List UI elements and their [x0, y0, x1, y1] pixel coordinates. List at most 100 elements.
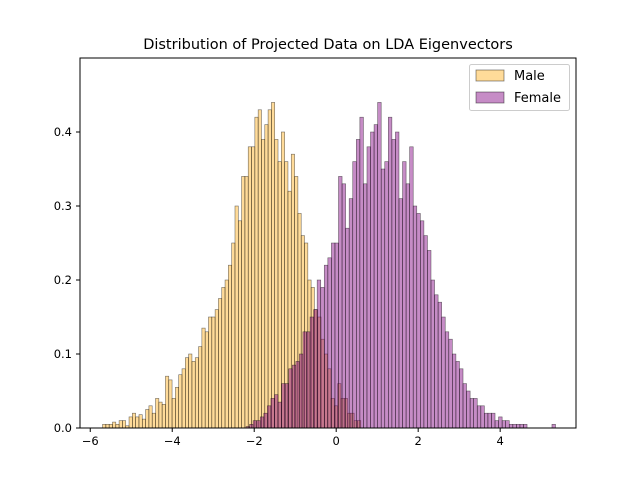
bar-female [338, 176, 343, 429]
bar-male [218, 298, 223, 429]
x-tick-label: 2 [415, 434, 422, 448]
bar-female [434, 294, 439, 429]
bar-male [224, 279, 229, 429]
bar-female [402, 161, 407, 429]
bar-female [363, 183, 368, 429]
bar-male [251, 146, 256, 429]
bar-male [115, 423, 120, 429]
bar-female [416, 213, 421, 429]
bar-female [323, 264, 329, 429]
bar-female [508, 423, 514, 429]
bar-female [291, 364, 297, 429]
bar-female [452, 353, 457, 429]
bar-female [519, 423, 524, 429]
bar-male [175, 386, 179, 429]
legend-label-male: Male [514, 69, 545, 84]
bar-female [487, 412, 492, 429]
bar-male [188, 353, 193, 429]
bar-female [284, 383, 290, 429]
bar-female [388, 116, 393, 429]
y-tick-label: 0.1 [54, 347, 72, 361]
bar-female [551, 423, 556, 429]
bar-male [244, 176, 249, 429]
bar-male [201, 327, 206, 429]
bar-male [264, 124, 269, 429]
bar-male [271, 102, 276, 429]
bar-female [377, 102, 382, 429]
bar-male [118, 420, 123, 429]
y-axis-ticks: 0.0 0.1 0.2 0.3 0.4 [54, 125, 80, 435]
bar-female [316, 279, 322, 429]
bar-female [270, 398, 275, 429]
x-tick-label: −6 [82, 434, 99, 448]
bar-female [274, 394, 279, 429]
bar-female [498, 416, 503, 429]
bar-male [161, 404, 166, 429]
bar-female [420, 220, 425, 429]
bar-male [145, 409, 150, 429]
bar-female [523, 423, 528, 429]
bar-male [254, 116, 259, 429]
bar-male [194, 357, 199, 429]
bar-male [181, 368, 186, 429]
bar-female [441, 316, 446, 429]
bar-female [373, 124, 378, 429]
legend-swatch-male [475, 69, 505, 82]
bar-male [221, 287, 226, 429]
bar-female [437, 301, 442, 429]
bar-female [423, 235, 428, 429]
bar-female [355, 139, 361, 429]
bar-female [359, 116, 364, 429]
bar-female [370, 131, 375, 429]
bar-female [484, 412, 489, 429]
bar-female [366, 146, 371, 429]
legend-swatch-female [475, 91, 505, 104]
bar-female [352, 161, 357, 429]
bar-female [277, 401, 282, 429]
bar-male [274, 139, 279, 429]
bar-female [256, 420, 261, 429]
bar-female [334, 242, 339, 429]
bar-female [455, 361, 460, 429]
bar-female [462, 383, 467, 429]
bar-male [241, 176, 246, 429]
bar-female [480, 405, 485, 429]
bar-male [105, 423, 110, 429]
bar-female [466, 390, 471, 429]
bar-female [331, 242, 336, 429]
bar-female [306, 331, 311, 429]
bar-male [277, 161, 282, 429]
bar-female [252, 420, 257, 429]
bar-male [198, 346, 203, 429]
bar-female [398, 198, 403, 429]
plot-frame [79, 57, 577, 429]
bar-male [191, 361, 196, 429]
bar-male [102, 423, 107, 429]
bar-female [469, 398, 474, 429]
bar-male [178, 374, 183, 429]
bar-male [211, 316, 216, 429]
bar-male [267, 109, 272, 429]
bar-male [208, 316, 213, 429]
bar-male [204, 331, 209, 429]
legend-box [469, 64, 570, 111]
bar-male [171, 398, 176, 429]
chart-title: Distribution of Projected Data on LDA Ei… [143, 37, 513, 53]
y-tick-label: 0.3 [54, 199, 72, 213]
bar-female [391, 139, 396, 429]
legend: Male Female [469, 64, 570, 111]
bar-female [320, 287, 325, 429]
bar-male [247, 146, 252, 429]
bar-female [295, 361, 300, 429]
bar-male [228, 264, 232, 429]
y-tick-label: 0.2 [54, 273, 72, 287]
bar-female [348, 198, 354, 429]
bar-male [151, 412, 156, 429]
bar-female [281, 383, 286, 429]
x-tick-label: 0 [333, 434, 340, 448]
bar-female [473, 398, 478, 429]
x-tick-label: −2 [246, 434, 263, 448]
bar-female [491, 412, 496, 429]
